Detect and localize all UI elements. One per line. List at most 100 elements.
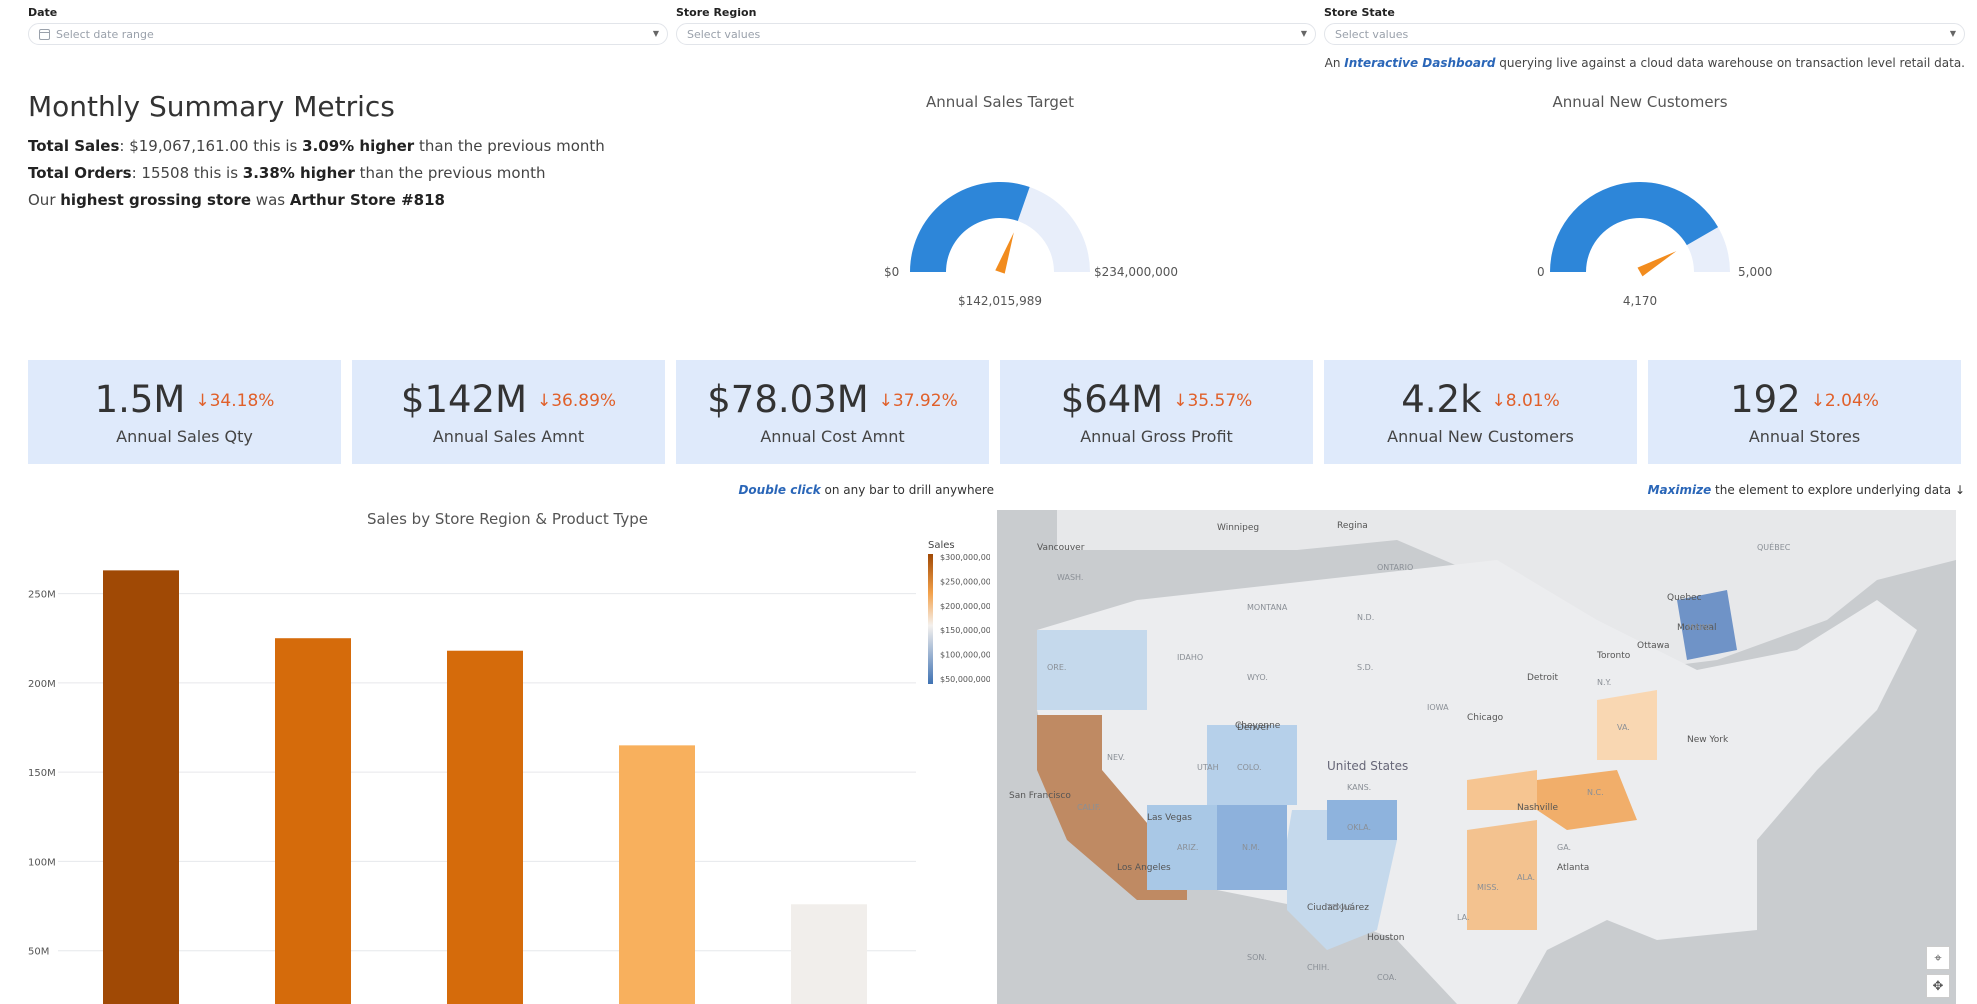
summary-total-orders: Total Orders: 15508 this is 3.38% higher… [28,160,605,187]
store-state-placeholder: Select values [1335,27,1409,41]
state-new-mexico [1217,805,1287,890]
kpi-card-sales-qty[interactable]: 1.5M ↓34.18% Annual Sales Qty [28,360,341,464]
state-virginia [1597,690,1657,760]
gauge-sales-min: $0 [884,265,900,279]
map-city-label: Regina [1337,521,1368,531]
map-recenter-icon[interactable]: ✥ [1926,974,1950,998]
map-city-label: Los Angeles [1117,863,1171,873]
legend-tick: $200,000,000 [940,602,990,611]
gauge-sales-target-title: Annual Sales Target [925,93,1074,111]
kpi-value: $64M [1060,378,1164,421]
bar[interactable] [103,570,179,1004]
map-city-label: Chicago [1467,713,1504,723]
map-state-label: SON. [1247,953,1267,962]
y-tick-label: 250M [28,590,56,601]
map-city-label: Toronto [1596,651,1631,661]
total-orders-rest: than the previous month [354,164,546,182]
bar[interactable] [275,638,351,1004]
map-city-label: New York [1687,735,1729,745]
y-tick-label: 150M [28,768,56,779]
map-state-label: QUÉBEC [1757,541,1791,552]
kpi-delta: ↓36.89% [537,391,617,411]
summary-top-store: Our highest grossing store was Arthur St… [28,187,605,214]
map-city-label: San Francisco [1009,791,1071,801]
kpi-card-sales-amnt[interactable]: $142M ↓36.89% Annual Sales Amnt [352,360,665,464]
gauge-sales-target[interactable] [900,180,1100,295]
legend-color-ramp [928,554,933,684]
map-city-label: Denver [1237,723,1270,733]
total-sales-rest: than the previous month [414,137,605,155]
map-state-label: LA. [1457,913,1470,922]
top-store-pre: Our [28,191,61,209]
y-tick-label: 50M [28,947,49,958]
monthly-summary: Monthly Summary Metrics Total Sales: $19… [28,90,605,214]
map-state-label: GA. [1557,843,1571,852]
kpi-card-new-customers[interactable]: 4.2k ↓8.01% Annual New Customers [1324,360,1637,464]
date-range-picker[interactable]: Select date range ▼ [28,23,668,45]
top-store-name: Arthur Store #818 [289,191,445,209]
map-state-label: MISS. [1477,883,1499,892]
gauge-customers-value: 4,170 [1622,294,1658,308]
map-city-label: Quebec [1667,593,1702,603]
gauge-sales-max: $234,000,000 [1094,265,1178,279]
map-city-label: Houston [1367,933,1404,943]
total-orders-value: : 15508 this is [131,164,243,182]
map-state-label: IOWA [1427,703,1449,712]
map-state-label: N.Y. [1597,678,1611,687]
state-arizona [1147,805,1217,890]
map-city-label: Ottawa [1637,641,1670,651]
summary-title: Monthly Summary Metrics [28,90,395,123]
kpi-value: $142M [400,378,527,421]
map-state-label: COLO. [1237,763,1262,772]
kpi-name: Annual Sales Qty [116,427,253,446]
store-state-select[interactable]: Select values ▼ [1324,23,1965,45]
legend-tick: $300,000,000 [940,553,990,562]
state-texas [1287,810,1397,950]
store-region-select[interactable]: Select values ▼ [676,23,1316,45]
map-state-label: CALIF. [1077,803,1101,812]
kpi-card-gross-profit[interactable]: $64M ↓35.57% Annual Gross Profit [1000,360,1313,464]
kpi-name: Annual Gross Profit [1080,427,1233,446]
calendar-icon [39,28,50,40]
kpi-delta: ↓35.57% [1173,391,1253,411]
bar[interactable] [447,650,523,1004]
gauge-customers-min: 0 [1537,265,1545,279]
map-city-label: Montreal [1677,623,1717,633]
chevron-down-icon: ▼ [652,29,659,38]
gauge-customers-max: 5,000 [1738,265,1773,279]
map-state-label: IDAHO [1177,653,1203,662]
maximize-hint-text: the element to explore underlying data ↓ [1711,483,1965,497]
map-city-label: Las Vegas [1147,813,1192,823]
map-state-label: TEXAS [1326,903,1353,912]
map-pin-icon[interactable]: ⌖ [1926,946,1950,970]
map-state-label: CHIH. [1307,963,1329,972]
drill-hint-text: on any bar to drill anywhere [820,483,994,497]
state-mississippi-alabama [1467,820,1537,930]
bar[interactable] [791,904,867,1004]
map-state-label: COA. [1377,973,1397,982]
y-tick-label: 200M [28,679,56,690]
kpi-card-stores[interactable]: 192 ↓2.04% Annual Stores [1648,360,1961,464]
drill-hint-action: Double click [738,483,821,497]
map-state-label: ONTARIO [1377,563,1413,572]
store-state-filter-label: Store State [1324,6,1395,19]
gauge-sales-value: $142,015,989 [958,294,1042,308]
dashboard-tagline: An Interactive Dashboard querying live a… [1325,56,1965,70]
gauge-needle [995,232,1014,274]
map-state-label: VA. [1617,723,1630,732]
sales-bar-chart[interactable]: 250M 200M 150M 100M 50M Sales $300,000,000 $250… [0,530,990,1004]
state-north-carolina [1537,770,1637,830]
bar[interactable] [619,745,695,1004]
map-city-label: Atlanta [1557,863,1589,873]
kpi-card-cost-amnt[interactable]: $78.03M ↓37.92% Annual Cost Amnt [676,360,989,464]
gauge-new-customers[interactable] [1540,180,1740,295]
gauge-fill [1550,181,1719,272]
map-state-label: N.C. [1587,788,1604,797]
gauge-new-customers-title: Annual New Customers [1552,93,1728,111]
sales-choropleth-map[interactable]: Vancouver Winnipeg Regina San Francisco Las … [997,510,1956,1004]
map-state-label: UTAH [1197,763,1219,772]
map-state-label: ORE. [1047,663,1066,672]
legend-title: Sales [928,540,955,551]
map-state-label: MAINE [1687,623,1713,632]
kpi-delta: ↓8.01% [1491,391,1560,411]
